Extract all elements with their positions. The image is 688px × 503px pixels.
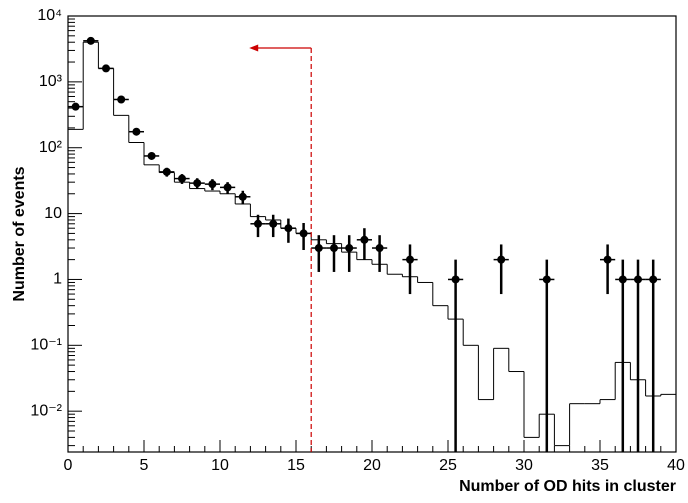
data-point bbox=[375, 244, 384, 253]
data-point bbox=[634, 275, 642, 284]
data-point bbox=[284, 224, 293, 233]
data-point bbox=[603, 255, 612, 264]
x-tick-label: 25 bbox=[439, 457, 457, 474]
data-point bbox=[223, 183, 232, 192]
y-tick-label: 10⁻² bbox=[30, 402, 62, 419]
data-point bbox=[162, 167, 171, 176]
x-tick-label: 15 bbox=[287, 457, 305, 474]
y-tick-label: 10⁻¹ bbox=[30, 337, 62, 354]
data-point bbox=[542, 275, 551, 284]
data-point bbox=[345, 244, 354, 253]
x-axis-title: Number of OD hits in cluster bbox=[459, 478, 676, 495]
x-tick-label: 0 bbox=[64, 457, 73, 474]
data-point bbox=[71, 102, 80, 111]
data-point bbox=[451, 275, 460, 284]
x-tick-label: 30 bbox=[515, 457, 533, 474]
y-tick-label: 10⁴ bbox=[37, 7, 62, 24]
x-tick-label: 20 bbox=[363, 457, 381, 474]
data-point bbox=[178, 174, 186, 183]
cut-arrow-head bbox=[249, 44, 259, 52]
x-tick-label: 10 bbox=[211, 457, 229, 474]
data-point bbox=[649, 275, 658, 284]
data-point bbox=[299, 229, 308, 238]
plot-area bbox=[68, 36, 676, 452]
data-point bbox=[254, 219, 262, 228]
data-point bbox=[117, 95, 126, 104]
y-tick-label: 10² bbox=[39, 139, 63, 156]
x-tick-label: 5 bbox=[140, 457, 149, 474]
data-point bbox=[147, 151, 156, 160]
data-point bbox=[360, 235, 369, 244]
y-tick-label: 1 bbox=[53, 271, 62, 288]
y-tick-label: 10 bbox=[44, 205, 62, 222]
data-point bbox=[497, 255, 506, 264]
data-point bbox=[102, 64, 110, 73]
x-tick-label: 35 bbox=[591, 457, 609, 474]
plot-frame bbox=[67, 15, 677, 453]
data-point bbox=[208, 180, 217, 189]
data-point bbox=[618, 275, 627, 284]
data-point bbox=[132, 127, 141, 136]
data-point bbox=[330, 244, 338, 253]
data-point bbox=[406, 255, 414, 264]
x-tick-label: 40 bbox=[667, 457, 685, 474]
data-point bbox=[193, 179, 202, 188]
data-point bbox=[238, 192, 247, 201]
y-axis-title: Number of events bbox=[11, 166, 28, 301]
data-point bbox=[269, 219, 278, 228]
y-tick-label: 10³ bbox=[39, 73, 63, 90]
data-point bbox=[86, 36, 95, 45]
data-point bbox=[314, 244, 323, 253]
